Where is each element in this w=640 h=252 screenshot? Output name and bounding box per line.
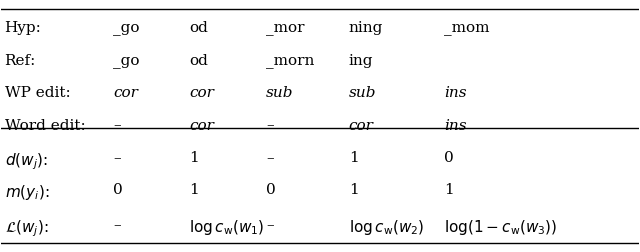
Text: 1: 1 xyxy=(189,151,199,165)
Text: od: od xyxy=(189,54,208,68)
Text: $\log c_\mathrm{w}(w_2)$: $\log c_\mathrm{w}(w_2)$ xyxy=(349,218,424,237)
Text: –: – xyxy=(266,151,273,165)
Text: sub: sub xyxy=(266,86,293,100)
Text: Ref:: Ref: xyxy=(4,54,36,68)
Text: Hyp:: Hyp: xyxy=(4,21,42,35)
Text: 0: 0 xyxy=(444,151,454,165)
Text: WP edit:: WP edit: xyxy=(4,86,70,100)
Text: _go: _go xyxy=(113,54,140,68)
Text: ins: ins xyxy=(444,118,467,133)
Text: 1: 1 xyxy=(349,183,358,197)
Text: $m(y_i)$:: $m(y_i)$: xyxy=(4,183,49,202)
Text: $d(w_j)$:: $d(w_j)$: xyxy=(4,151,47,172)
Text: _morn: _morn xyxy=(266,54,314,68)
Text: sub: sub xyxy=(349,86,376,100)
Text: 0: 0 xyxy=(266,183,276,197)
Text: Word edit:: Word edit: xyxy=(4,118,85,133)
Text: –: – xyxy=(266,118,273,133)
Text: 0: 0 xyxy=(113,183,123,197)
Text: 1: 1 xyxy=(444,183,454,197)
Text: cor: cor xyxy=(189,86,214,100)
Text: cor: cor xyxy=(349,118,374,133)
Text: ning: ning xyxy=(349,21,383,35)
Text: cor: cor xyxy=(113,86,138,100)
Text: od: od xyxy=(189,21,208,35)
Text: $\mathcal{L}(w_j)$:: $\mathcal{L}(w_j)$: xyxy=(4,218,48,239)
Text: _go: _go xyxy=(113,21,140,35)
Text: –: – xyxy=(266,218,273,232)
Text: 1: 1 xyxy=(189,183,199,197)
Text: ins: ins xyxy=(444,86,467,100)
Text: 1: 1 xyxy=(349,151,358,165)
Text: $\log(1 - c_\mathrm{w}(w_3))$: $\log(1 - c_\mathrm{w}(w_3))$ xyxy=(444,218,557,237)
Text: –: – xyxy=(113,118,120,133)
Text: –: – xyxy=(113,218,120,232)
Text: _mor: _mor xyxy=(266,21,305,35)
Text: –: – xyxy=(113,151,120,165)
Text: _mom: _mom xyxy=(444,21,490,35)
Text: ing: ing xyxy=(349,54,373,68)
Text: cor: cor xyxy=(189,118,214,133)
Text: $\log c_\mathrm{w}(w_1)$: $\log c_\mathrm{w}(w_1)$ xyxy=(189,218,265,237)
